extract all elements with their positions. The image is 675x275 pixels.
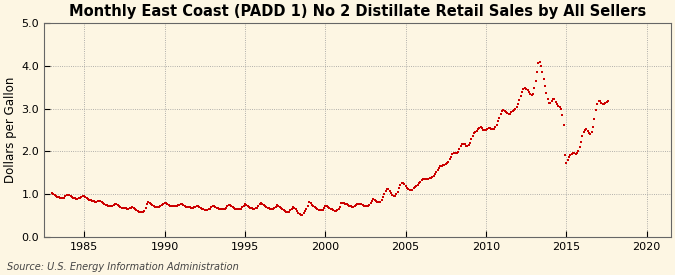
Text: Source: U.S. Energy Information Administration: Source: U.S. Energy Information Administ… [7,262,238,272]
Title: Monthly East Coast (PADD 1) No 2 Distillate Retail Sales by All Sellers: Monthly East Coast (PADD 1) No 2 Distill… [69,4,646,19]
Y-axis label: Dollars per Gallon: Dollars per Gallon [4,77,17,183]
